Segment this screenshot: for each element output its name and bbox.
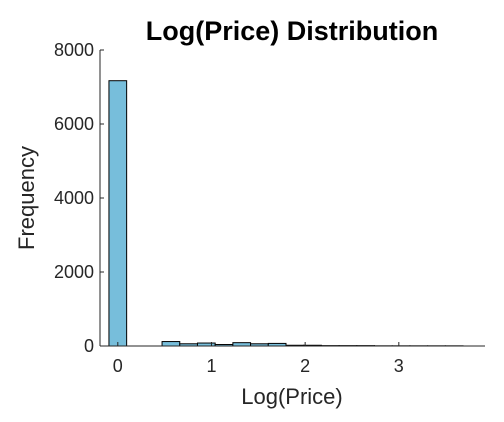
x-tick-label: 2: [300, 356, 310, 376]
y-tick-label: 4000: [54, 188, 94, 208]
y-tick-label: 8000: [54, 40, 94, 60]
chart-title: Log(Price) Distribution: [146, 16, 439, 46]
y-tick-label: 0: [84, 336, 94, 356]
x-tick-label: 1: [206, 356, 216, 376]
histogram-bar: [161, 341, 181, 347]
x-tick-label: 0: [113, 356, 123, 376]
histogram-bars: [108, 80, 464, 347]
y-tick-label: 2000: [54, 262, 94, 282]
y-tick-label: 6000: [54, 114, 94, 134]
y-axis-label: Frequency: [14, 146, 39, 250]
histogram-bar: [108, 80, 128, 347]
axes: 0 2000 4000 6000 8000 0 1 2 3: [54, 40, 485, 376]
x-tick-label: 3: [394, 356, 404, 376]
x-axis-label: Log(Price): [241, 384, 342, 409]
